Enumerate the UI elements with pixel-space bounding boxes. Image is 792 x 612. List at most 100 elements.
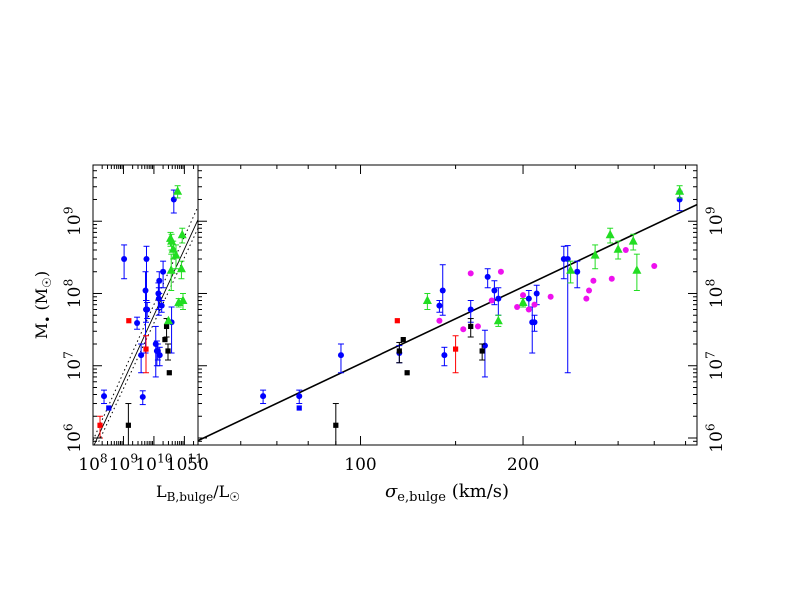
- y-tick-label: 106: [61, 423, 85, 453]
- data-point: [139, 393, 146, 400]
- data-point: [468, 323, 474, 330]
- data-point: [162, 337, 168, 343]
- data-series: [332, 318, 486, 445]
- data-point: [296, 393, 303, 400]
- data-point: [590, 277, 597, 284]
- data-point: [176, 263, 186, 273]
- data-point: [613, 244, 623, 253]
- left-panel-plot: [93, 185, 198, 445]
- data-series: [106, 405, 112, 411]
- data-point: [547, 293, 554, 300]
- data-point: [260, 393, 267, 400]
- data-point: [138, 352, 145, 359]
- data-point: [163, 323, 170, 330]
- data-point: [605, 229, 615, 239]
- data-point: [400, 337, 406, 343]
- data-point: [583, 295, 590, 302]
- data-point: [493, 315, 503, 325]
- y-tick-label: 109: [61, 207, 85, 236]
- data-point: [396, 348, 402, 354]
- data-point: [168, 244, 178, 253]
- data-point: [497, 268, 504, 275]
- data-point: [518, 297, 528, 307]
- x-tick-label: 109: [109, 451, 138, 475]
- data-point: [422, 295, 432, 304]
- y-tick-label: 107: [61, 351, 85, 380]
- x-tick-label: 1011: [166, 451, 203, 475]
- data-point: [296, 405, 302, 411]
- y-tick-label: 107: [703, 351, 727, 380]
- left-panel-axes: 108 10910101011106107108109LB,bulge/L☉M• …: [32, 164, 240, 504]
- data-point: [491, 287, 498, 294]
- right-panel: 50 100 200 106 107 108 109 σe,bulge (km/s): [187, 164, 727, 505]
- y-tick-label: 109: [703, 207, 727, 236]
- data-point: [608, 275, 615, 282]
- data-point: [460, 326, 467, 333]
- data-point: [177, 229, 187, 239]
- data-point: [525, 306, 532, 313]
- data-point: [651, 263, 658, 270]
- data-point: [333, 422, 339, 428]
- data-point: [125, 422, 131, 428]
- data-point: [158, 302, 165, 309]
- data-point: [495, 295, 502, 302]
- data-point: [156, 352, 163, 359]
- data-point: [436, 317, 443, 324]
- data-point: [622, 246, 629, 253]
- data-point: [564, 256, 571, 263]
- data-point: [142, 287, 149, 294]
- data-point: [514, 304, 521, 311]
- data-point: [533, 290, 540, 297]
- y-tick-label: 108: [61, 279, 85, 308]
- fit-line: [198, 203, 697, 442]
- right-panel-axes: 50 100 200 106 107 108 109 σe,bulge (km/s): [187, 164, 727, 505]
- data-point: [156, 277, 163, 284]
- y-tick-label: 106: [703, 423, 727, 453]
- data-point: [178, 295, 188, 304]
- data-series: [163, 185, 188, 325]
- data-point: [675, 186, 685, 195]
- data-point: [166, 370, 172, 376]
- data-point: [488, 297, 495, 304]
- data-point: [144, 306, 151, 313]
- data-series: [101, 189, 177, 406]
- data-point: [143, 256, 150, 263]
- data-point: [170, 196, 177, 203]
- data-point: [566, 265, 576, 274]
- data-series: [422, 185, 685, 327]
- data-point: [134, 320, 141, 327]
- x-tick-label: 1010: [135, 451, 172, 475]
- data-point: [574, 268, 581, 275]
- data-point: [479, 348, 485, 354]
- data-point: [531, 319, 538, 326]
- data-point: [436, 302, 443, 309]
- data-point: [404, 370, 410, 376]
- data-point: [474, 323, 481, 330]
- data-series: [296, 405, 302, 411]
- data-point: [171, 250, 181, 259]
- x-tick-label: 200: [507, 455, 539, 475]
- data-point: [121, 256, 128, 263]
- data-series: [97, 318, 150, 439]
- data-point: [439, 287, 446, 294]
- data-point: [101, 393, 108, 400]
- data-point: [166, 265, 176, 274]
- data-point: [167, 236, 177, 245]
- x-tick-label: 50: [187, 455, 209, 475]
- y-axis-label: M• (M☉): [32, 271, 55, 339]
- data-point: [173, 186, 183, 195]
- data-point: [525, 295, 532, 302]
- data-point: [143, 346, 149, 352]
- x-tick-label: 100: [344, 455, 376, 475]
- data-point: [441, 352, 448, 359]
- data-point: [452, 346, 459, 352]
- data-point: [165, 348, 171, 354]
- data-point: [531, 301, 538, 308]
- data-point: [106, 405, 112, 411]
- data-point: [484, 273, 491, 280]
- data-point: [467, 270, 474, 277]
- data-point: [520, 292, 527, 299]
- data-point: [467, 306, 474, 313]
- data-point: [160, 268, 167, 275]
